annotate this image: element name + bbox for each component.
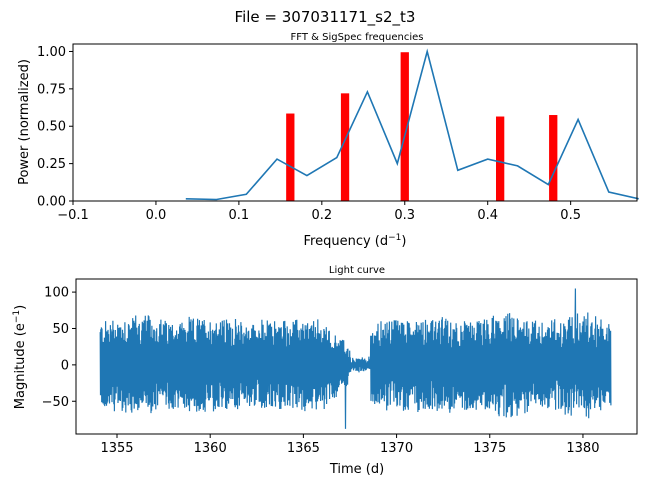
sigspec-bar: [549, 115, 558, 201]
sigspec-bar: [286, 113, 295, 201]
fft-chart-ytick-label: 0.50: [37, 120, 66, 135]
light-curve-ytick-label: 50: [52, 322, 69, 337]
fft-chart-marks: [185, 48, 639, 201]
fft-chart-xtick-label: 0.2: [311, 208, 332, 223]
fft-chart: FFT & SigSpec frequencies −0.1 0.0 0.1 0.2 0…: [17, 32, 639, 249]
light-curve-xlabel: Time (d): [329, 462, 384, 477]
fft-chart-title: FFT & SigSpec frequencies: [291, 32, 424, 43]
light-curve-ytick-label: 100: [44, 286, 69, 301]
light-curve-xticks: 1355 1360 1365 1370 1375 1380: [100, 434, 599, 456]
light-curve-xtick-label: 1365: [287, 441, 320, 456]
fft-power-line: [185, 48, 639, 201]
light-curve-yticks: −50 0 50 100: [42, 286, 76, 410]
fft-chart-xtick-label: 0.0: [146, 208, 167, 223]
light-curve-xtick-label: 1360: [194, 441, 227, 456]
light-curve-xtick-label: 1355: [100, 441, 133, 456]
fft-chart-ytick-label: 1.00: [37, 45, 66, 60]
fft-chart-xtick-label: 0.4: [477, 208, 498, 223]
light-curve-xtick-label: 1375: [473, 441, 506, 456]
light-curve-line: [99, 288, 612, 429]
sigspec-bar: [400, 52, 409, 201]
figure-suptitle: File = 307031171_s2_t3: [235, 8, 416, 27]
fft-chart-xticks: −0.1 0.0 0.1 0.2 0.3 0.4 0.5: [57, 201, 581, 223]
light-curve-ytick-label: 0: [61, 358, 69, 373]
fft-chart-xtick-label: 0.3: [394, 208, 415, 223]
fft-chart-yticks: 0.00 0.25 0.50 0.75 1.00: [37, 45, 73, 210]
light-curve-ylabel: Magnitude (e−1): [12, 305, 28, 409]
fft-chart-ytick-label: 0.75: [37, 82, 66, 97]
light-curve-title: Light curve: [329, 265, 385, 276]
sigspec-bar: [340, 93, 350, 201]
light-curve-xtick-label: 1370: [380, 441, 413, 456]
light-curve-chart: Light curve 1355 1360 1365 1370 1375 1380 −50…: [12, 265, 638, 477]
fft-chart-ytick-label: 0.00: [37, 195, 66, 210]
light-curve-frame: [75, 278, 638, 435]
fft-chart-xtick-label: −0.1: [57, 208, 89, 223]
fft-chart-xtick-label: 0.5: [560, 208, 581, 223]
light-curve-ytick-label: −50: [42, 395, 69, 410]
fft-chart-xlabel: Frequency (d−1): [304, 233, 407, 249]
fft-chart-ytick-label: 0.25: [37, 157, 66, 172]
fft-chart-frame: [72, 43, 638, 202]
light-curve-marks: [99, 288, 612, 429]
fft-chart-xtick-label: 0.1: [229, 208, 250, 223]
light-curve-xtick-label: 1380: [566, 441, 599, 456]
sigspec-bar: [496, 116, 505, 201]
fft-chart-ylabel: Power (normalized): [17, 59, 32, 185]
